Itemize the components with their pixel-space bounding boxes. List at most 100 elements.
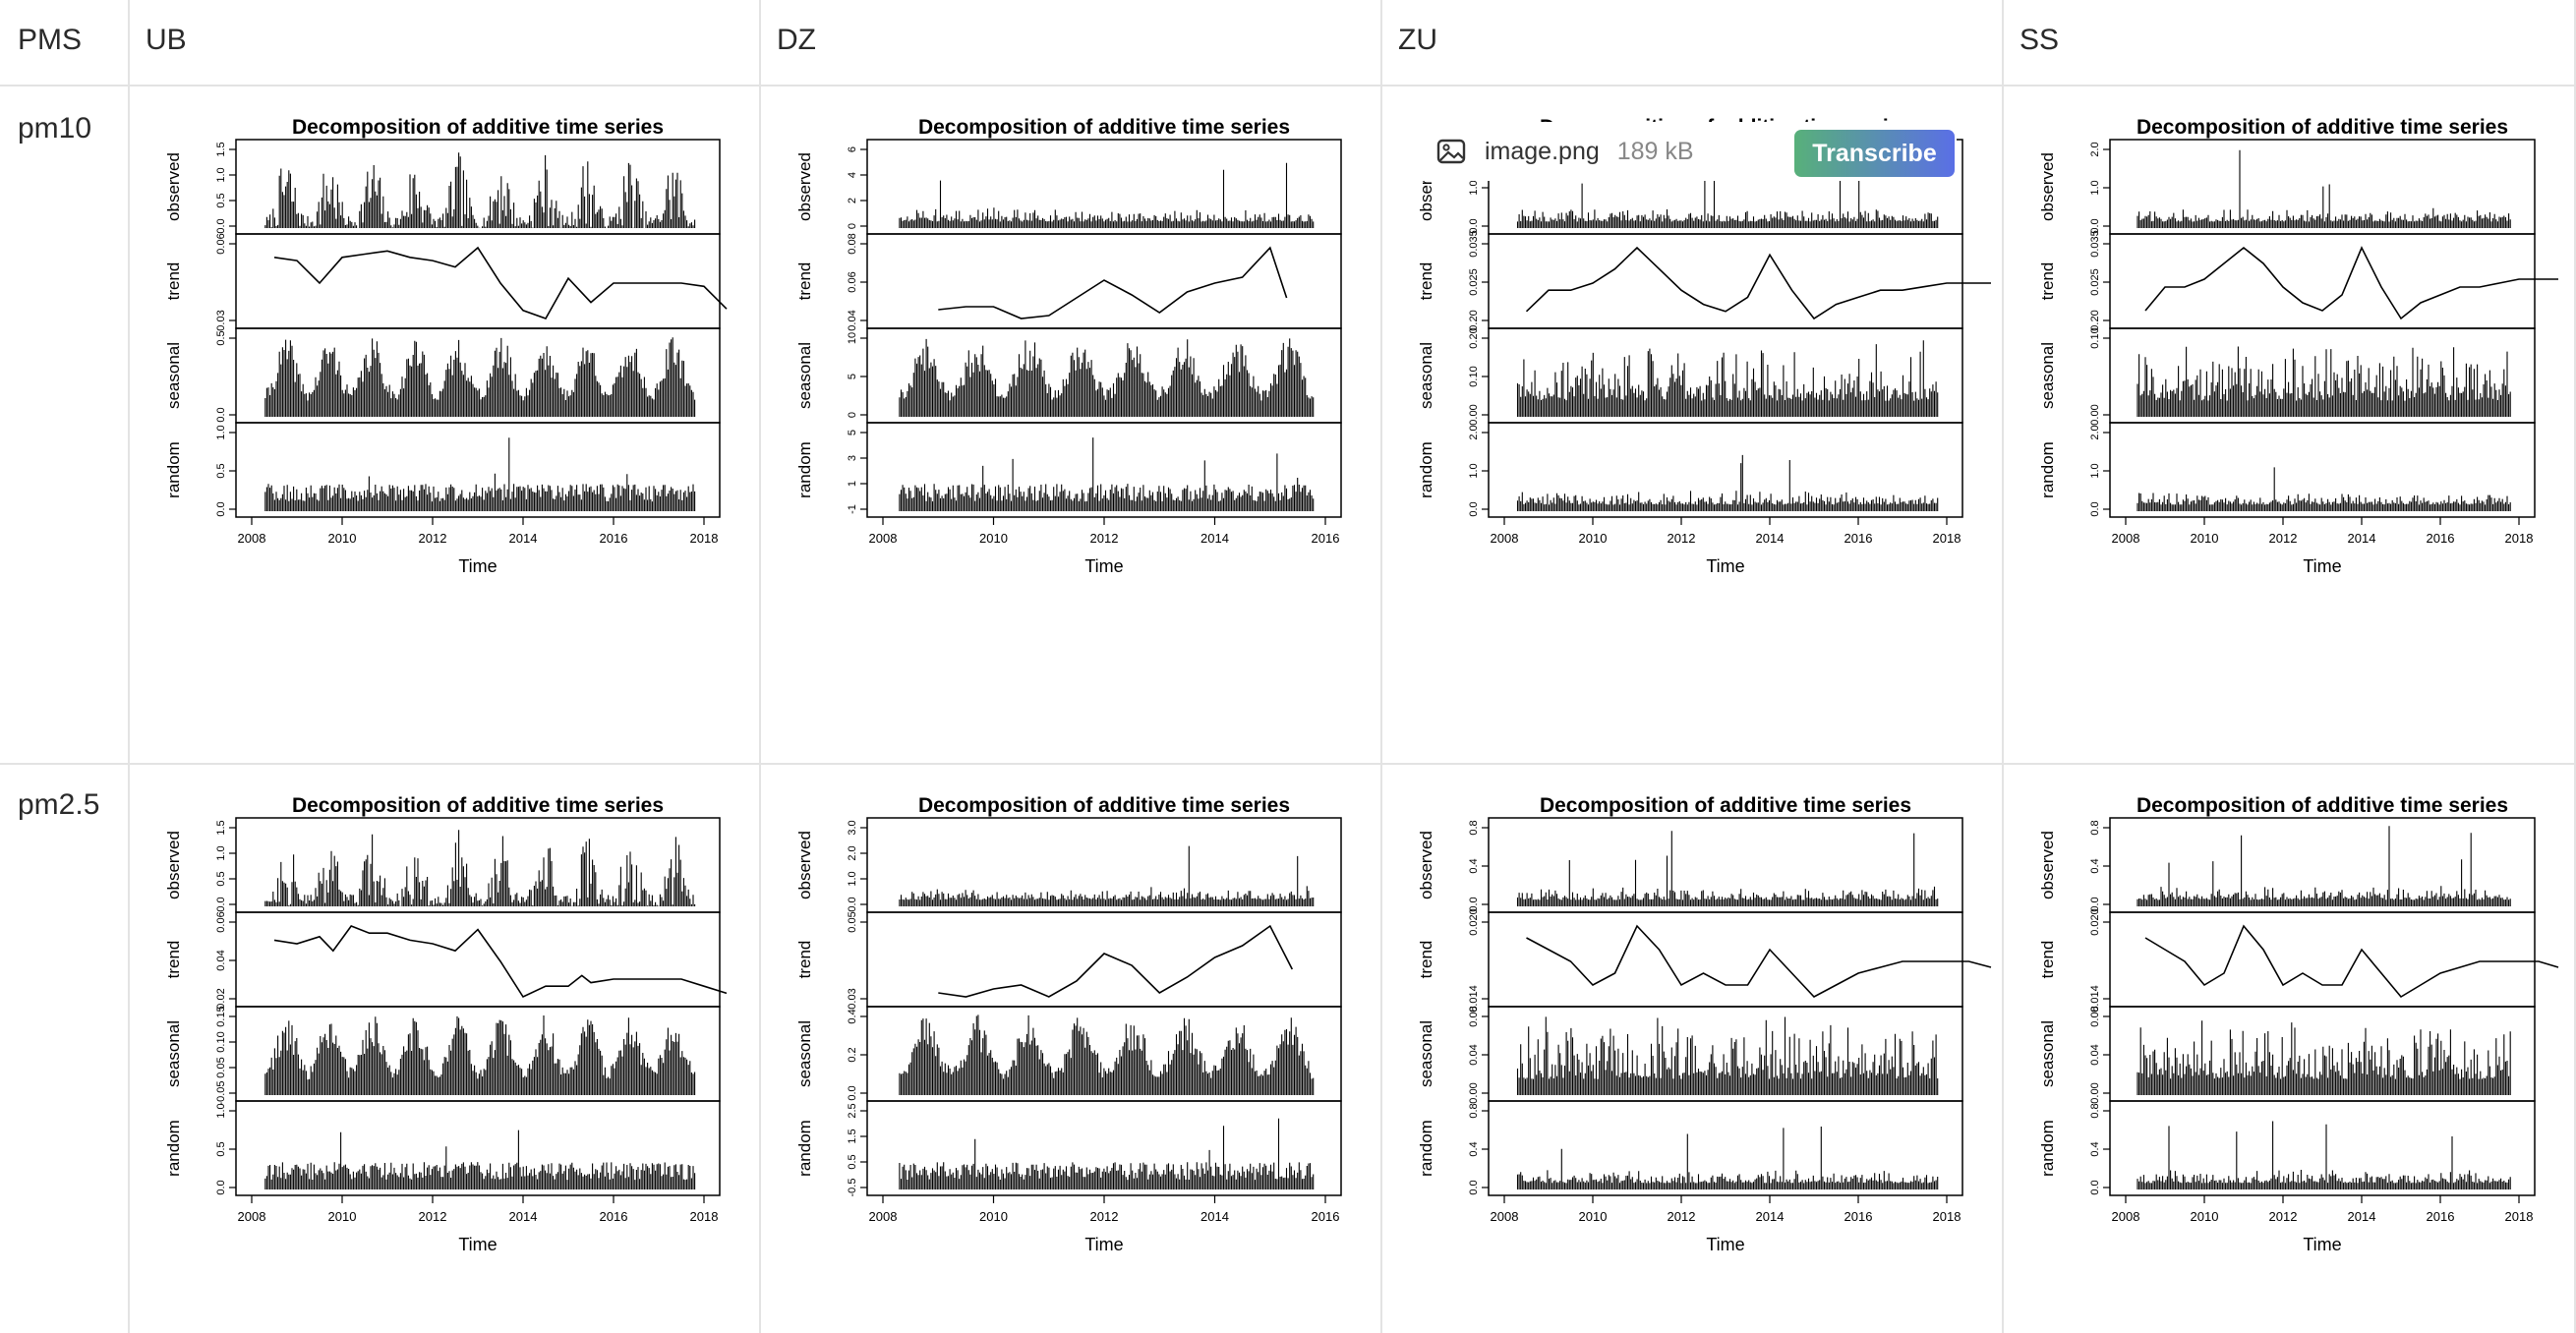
series-line-trend bbox=[2144, 924, 2559, 999]
column-header-zu: ZU bbox=[1398, 24, 1437, 56]
chart-title: Decomposition of additive time series bbox=[292, 794, 664, 817]
y-tick-label: 2.0 bbox=[847, 845, 858, 860]
y-tick-label: 0.00 bbox=[1468, 1082, 1480, 1103]
series-line-trend bbox=[938, 246, 1288, 319]
panel-label-observed: observed bbox=[2038, 831, 2057, 899]
y-tick-label: 0.020 bbox=[2089, 908, 2101, 936]
panel-label-random: random bbox=[164, 441, 183, 498]
column-header-ss: SS bbox=[2020, 24, 2060, 56]
series-seasonal bbox=[1516, 1016, 1939, 1095]
series-seasonal bbox=[899, 338, 1315, 417]
series-seasonal bbox=[2137, 1020, 2511, 1095]
attachment-size: 189 kB bbox=[1616, 137, 1694, 165]
y-tick-label: 0.4 bbox=[2089, 1141, 2101, 1156]
series-random bbox=[264, 437, 696, 511]
x-tick-label: 2008 bbox=[238, 531, 266, 546]
header-cell-zu: ZU bbox=[1382, 0, 2004, 87]
x-tick-label: 2010 bbox=[2191, 531, 2219, 546]
column-header-pms: PMS bbox=[18, 24, 83, 56]
y-tick-label: 0.5 bbox=[215, 871, 227, 886]
series-observed bbox=[264, 830, 696, 906]
series-observed bbox=[899, 162, 1315, 228]
series-random bbox=[899, 1118, 1315, 1189]
series-line-trend bbox=[1526, 924, 1992, 998]
panel-label-observed: observed bbox=[164, 831, 183, 899]
y-tick-label: 0.08 bbox=[1468, 1006, 1480, 1026]
y-tick-label: 0.05 bbox=[847, 911, 858, 932]
series-seasonal bbox=[264, 1015, 696, 1095]
decomposition-chart-pm25-zu: Decomposition of additive time series obs… bbox=[1417, 794, 1992, 1254]
header-cell-ss: SS bbox=[2004, 0, 2576, 87]
panel-label-trend: trend bbox=[164, 262, 183, 301]
y-tick-label: 0.8 bbox=[1468, 820, 1480, 835]
x-tick-label: 2014 bbox=[1756, 531, 1785, 546]
x-axis-label: Time bbox=[1084, 1235, 1123, 1254]
decomposition-chart-pm25-ub: Decomposition of additive time series obs… bbox=[164, 794, 728, 1254]
decomposition-chart-pm10-zu: Decomposition of additive time seriesobs… bbox=[1417, 116, 1991, 576]
panel-label-trend: trend bbox=[1417, 262, 1435, 301]
series-seasonal bbox=[899, 1014, 1315, 1095]
chart-title: Decomposition of additive time series bbox=[1540, 794, 1911, 817]
y-tick-label: 0.4 bbox=[2089, 858, 2101, 873]
y-tick-label: 1.0 bbox=[215, 1103, 227, 1118]
y-tick-label: 1.0 bbox=[2089, 180, 2101, 195]
y-tick-label: 0.02 bbox=[215, 988, 227, 1009]
y-tick-label: 1.0 bbox=[215, 167, 227, 182]
y-tick-label: 0.20 bbox=[1468, 310, 1480, 330]
x-tick-label: 2012 bbox=[419, 531, 447, 546]
panel-label-random: random bbox=[164, 1120, 183, 1177]
panel-label-random: random bbox=[795, 1120, 814, 1177]
header-cell-dz: DZ bbox=[761, 0, 1382, 87]
x-tick-label: 2014 bbox=[509, 1209, 538, 1224]
x-axis-label: Time bbox=[1706, 556, 1744, 576]
series-observed bbox=[899, 845, 1315, 906]
y-tick-label: 0.0 bbox=[2089, 897, 2101, 911]
y-tick-label: 1.0 bbox=[847, 871, 858, 886]
panel-label-seasonal: seasonal bbox=[795, 1020, 814, 1087]
x-tick-label: 2010 bbox=[1579, 531, 1608, 546]
panel-frame-observed bbox=[235, 817, 721, 913]
y-tick-label: 0.04 bbox=[2089, 1044, 2101, 1065]
series-random bbox=[264, 1130, 696, 1189]
cell-pm10-ub bbox=[130, 87, 761, 765]
y-tick-label: 0.0 bbox=[2089, 218, 2101, 233]
x-tick-label: 2018 bbox=[2505, 531, 2534, 546]
y-tick-label: 0.0 bbox=[215, 407, 227, 422]
column-header-dz: DZ bbox=[777, 24, 816, 56]
x-tick-label: 2010 bbox=[1579, 1209, 1608, 1224]
x-tick-label: 2008 bbox=[1491, 1209, 1519, 1224]
x-tick-label: 2016 bbox=[1844, 1209, 1873, 1224]
series-observed bbox=[1516, 831, 1939, 906]
y-tick-label: 1.0 bbox=[215, 845, 227, 860]
x-tick-label: 2008 bbox=[238, 1209, 266, 1224]
panel-frame-random bbox=[1488, 422, 1963, 518]
y-tick-label: 0.0 bbox=[215, 218, 227, 233]
panel-label-trend: trend bbox=[795, 262, 814, 301]
y-tick-label: 0.0 bbox=[215, 501, 227, 516]
x-tick-label: 2014 bbox=[1200, 531, 1229, 546]
decomposition-chart-pm10-dz: Decomposition of additive time series obs… bbox=[795, 116, 1342, 576]
y-tick-label: 0.5 bbox=[215, 193, 227, 207]
cell-pm25-ub bbox=[130, 765, 761, 1333]
chart-title: Decomposition of additive time series bbox=[292, 116, 664, 139]
panel-frame-trend bbox=[2109, 911, 2536, 1008]
x-tick-label: 2010 bbox=[2191, 1209, 2219, 1224]
y-tick-label: 0.10 bbox=[1468, 366, 1480, 386]
y-tick-label: -1 bbox=[847, 504, 858, 514]
y-tick-label: 0.5 bbox=[215, 330, 227, 345]
y-tick-label: 1.0 bbox=[1468, 180, 1480, 195]
y-tick-label: 0.10 bbox=[215, 1031, 227, 1052]
y-tick-label: 0.020 bbox=[1468, 908, 1480, 936]
y-tick-label: -0.5 bbox=[847, 1179, 858, 1197]
decomposition-chart-pm25-dz: Decomposition of additive time series obs… bbox=[795, 794, 1342, 1254]
chart-title: Decomposition of additive time series bbox=[2137, 116, 2508, 139]
y-tick-label: 0.06 bbox=[215, 911, 227, 932]
decomposition-chart-pm25-ss: Decomposition of additive time series obs… bbox=[2038, 794, 2559, 1254]
transcribe-button[interactable]: Transcribe bbox=[1794, 130, 1955, 177]
x-tick-label: 2012 bbox=[419, 1209, 447, 1224]
y-tick-label: 1.5 bbox=[847, 1129, 858, 1143]
y-tick-label: 0.08 bbox=[2089, 1006, 2101, 1026]
y-tick-label: 0.10 bbox=[2089, 327, 2101, 348]
y-tick-label: 1.5 bbox=[215, 820, 227, 835]
x-tick-label: 2010 bbox=[979, 1209, 1008, 1224]
